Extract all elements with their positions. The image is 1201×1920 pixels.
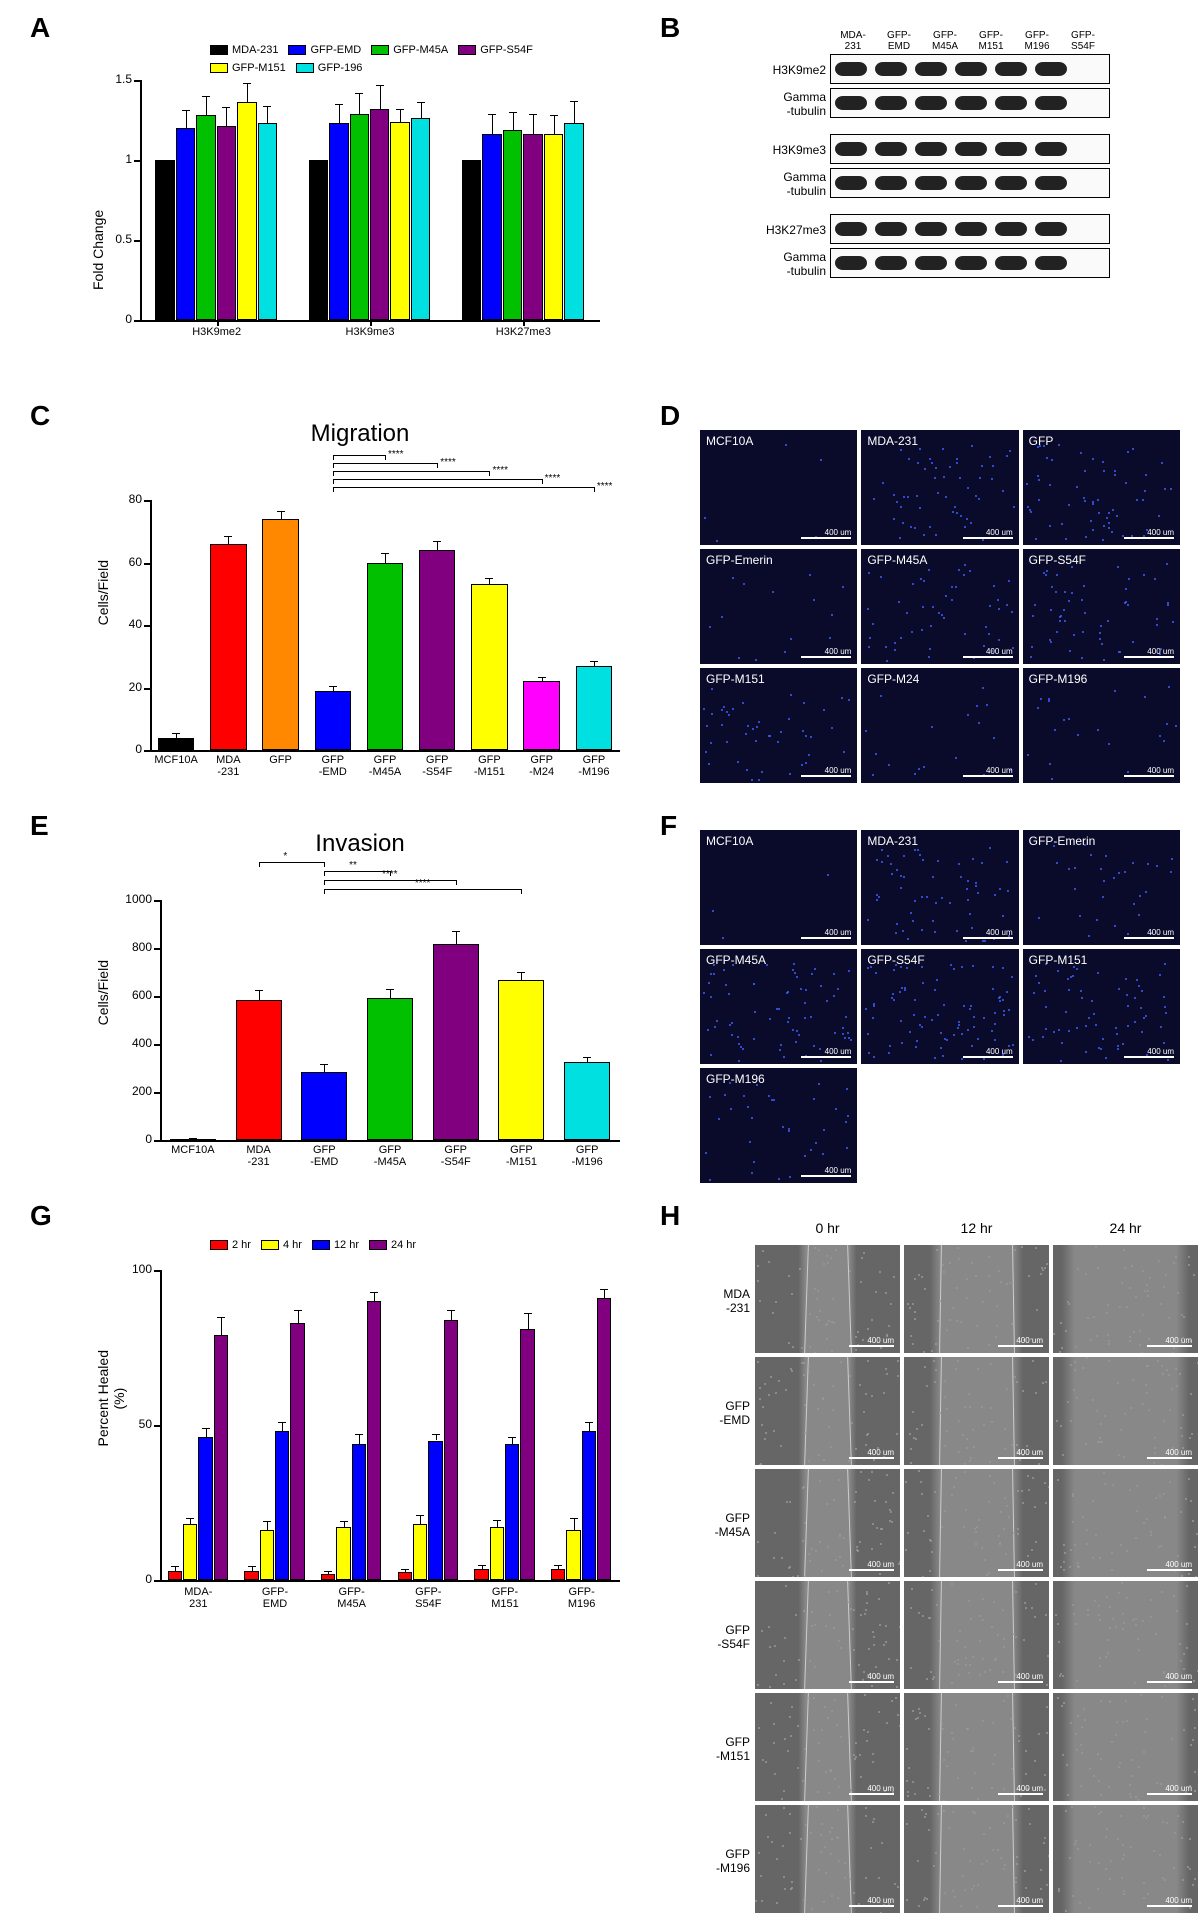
panel-d-micrographs: MCF10A400 umMDA-231400 umGFP400 um GFP-Em…: [700, 430, 1180, 783]
micrograph-cell: MDA-231400 um: [861, 830, 1018, 945]
micrograph-cell: GFP-Emerin400 um: [1023, 830, 1180, 945]
micrograph-cell: MCF10A400 um: [700, 830, 857, 945]
chart-a-fold-change: MDA-231GFP-EMDGFP-M45AGFP-S54FGFP-M151GF…: [90, 40, 610, 350]
panel-b-western-blots: MDA-231GFP-EMDGFP-M45AGFP-M151GFP-M196GF…: [760, 30, 1160, 280]
micrograph-cell: GFP-M45A400 um: [861, 549, 1018, 664]
micrograph-cell: MDA-231400 um: [861, 430, 1018, 545]
panel-label-b: B: [660, 12, 680, 44]
micrograph-cell: GFP-M196400 um: [1023, 668, 1180, 783]
panel-label-f: F: [660, 810, 677, 842]
panel-label-h: H: [660, 1200, 680, 1232]
micrograph-cell: GFP-M151400 um: [1023, 949, 1180, 1064]
micrograph-cell: GFP-Emerin400 um: [700, 549, 857, 664]
micrograph-cell: GFP-M45A400 um: [700, 949, 857, 1064]
panel-label-c: C: [30, 400, 50, 432]
micrograph-cell: GFP400 um: [1023, 430, 1180, 545]
micrograph-cell: GFP-M24400 um: [861, 668, 1018, 783]
chart-c-migration: Migration020406080Cells/FieldMCF10AMDA -…: [90, 420, 630, 790]
panel-f-micrographs: MCF10A400 umMDA-231400 umGFP-Emerin400 u…: [700, 830, 1180, 1183]
micrograph-cell: GFP-S54F400 um: [1023, 549, 1180, 664]
panel-label-e: E: [30, 810, 49, 842]
micrograph-cell: GFP-M196400 um: [700, 1068, 857, 1183]
micrograph-cell: GFP-M151400 um: [700, 668, 857, 783]
panel-label-d: D: [660, 400, 680, 432]
panel-label-g: G: [30, 1200, 52, 1232]
chart-g-percent-healed: 2 hr4 hr12 hr24 hr050100Percent Healed (…: [90, 1230, 630, 1630]
micrograph-cell: GFP-S54F400 um: [861, 949, 1018, 1064]
chart-e-invasion: Invasion02004006008001000Cells/FieldMCF1…: [90, 830, 630, 1180]
panel-label-a: A: [30, 12, 50, 44]
micrograph-cell: MCF10A400 um: [700, 430, 857, 545]
